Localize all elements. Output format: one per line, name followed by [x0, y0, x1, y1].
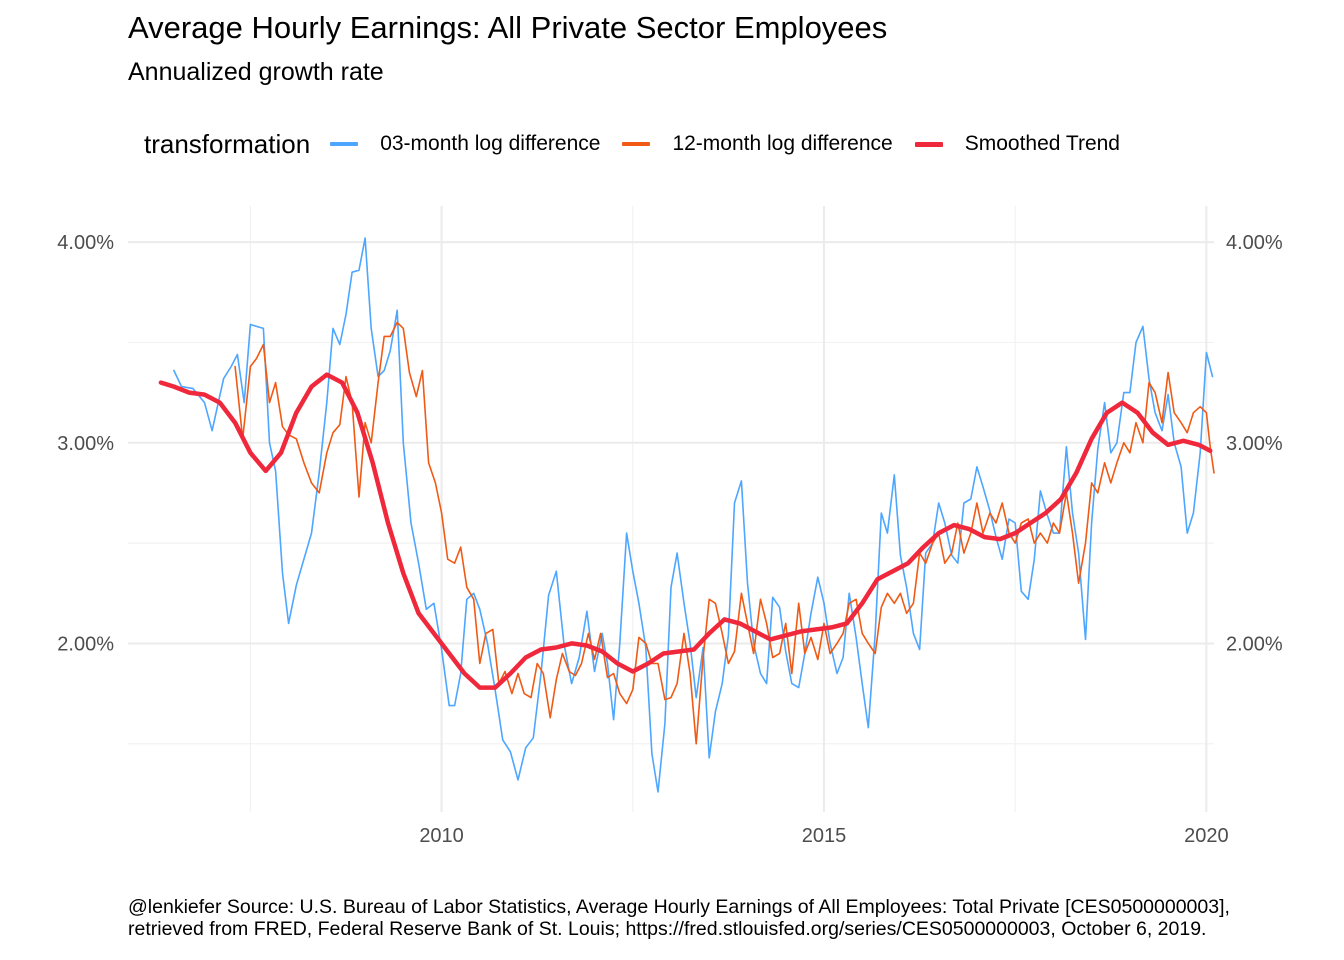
y-tick-label-right: 4.00%: [1226, 232, 1283, 254]
x-tick-label: 2020: [1184, 825, 1229, 847]
legend-title: transformation: [144, 128, 311, 159]
x-tick-label: 2015: [802, 825, 847, 847]
y-tick-label-left: 3.00%: [57, 433, 114, 455]
x-tick-label: 2010: [419, 825, 464, 847]
legend: transformation 03-month log difference 1…: [144, 124, 1142, 164]
caption: @lenkiefer Source: U.S. Bureau of Labor …: [128, 896, 1344, 940]
y-tick-label-right: 3.00%: [1226, 433, 1283, 455]
caption-line-2: retrieved from FRED, Federal Reserve Ban…: [128, 918, 1207, 940]
chart-title: Average Hourly Earnings: All Private Sec…: [128, 10, 888, 45]
chart-subtitle: Annualized growth rate: [128, 58, 384, 86]
series-layer: [158, 237, 1215, 793]
legend-key-3month: [330, 142, 359, 146]
line-12month: [234, 321, 1215, 745]
legend-label-3month: 03-month log difference: [380, 132, 601, 155]
legend-key-12month: [622, 142, 651, 146]
legend-item-smoothed: Smoothed Trend: [914, 132, 1120, 156]
y-tick-label-left: 2.00%: [57, 633, 114, 655]
line-3month: [173, 237, 1214, 793]
legend-item-12month: 12-month log difference: [622, 132, 893, 156]
y-tick-label-right: 2.00%: [1226, 633, 1283, 655]
legend-item-3month: 03-month log difference: [330, 132, 600, 156]
line-smoothed-trend: [158, 372, 1213, 690]
legend-label-smoothed: Smoothed Trend: [964, 132, 1120, 155]
y-tick-label-left: 4.00%: [57, 232, 114, 254]
legend-key-smoothed: [914, 141, 943, 147]
caption-line-1: @lenkiefer Source: U.S. Bureau of Labor …: [128, 896, 1230, 918]
legend-label-12month: 12-month log difference: [672, 132, 893, 155]
tick-layer: 2.00% 2.00% 3.00% 3.00% 4.00% 4.00% 2010 2015 20…: [57, 232, 1283, 847]
